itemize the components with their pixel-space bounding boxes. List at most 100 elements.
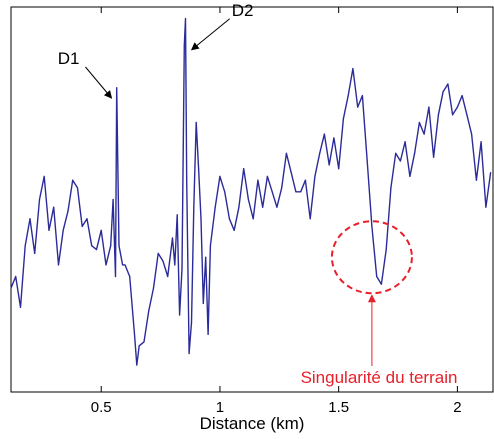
data-point: [81, 225, 83, 228]
data-point: [352, 68, 354, 70]
data-point: [197, 168, 200, 170]
data-point: [181, 268, 183, 270]
data-point: [233, 229, 235, 231]
data-point: [418, 121, 420, 124]
x-tick-label: 1.5: [328, 399, 349, 416]
annotation-arrow-d1: [85, 66, 113, 99]
data-point: [48, 229, 50, 231]
data-point: [205, 256, 207, 258]
data-point: [116, 87, 118, 89]
data-point: [243, 168, 245, 170]
data-point: [100, 229, 102, 231]
plot-frame: [10, 6, 494, 393]
highlight-circle: [330, 220, 413, 295]
x-tick-label: 2: [453, 399, 461, 416]
data-point: [490, 171, 492, 174]
data-point: [157, 252, 159, 254]
data-point: [266, 175, 269, 177]
data-point: [188, 352, 190, 355]
highlight-label: Singularité du terrain: [301, 368, 458, 387]
data-point: [118, 245, 120, 247]
data-point: [357, 106, 359, 108]
data-point: [43, 175, 45, 177]
data-point: [178, 314, 181, 316]
data-point: [86, 218, 88, 220]
data-point: [347, 94, 349, 97]
data-point: [207, 333, 209, 335]
data-point: [428, 106, 430, 108]
data-point: [262, 206, 264, 208]
data-point: [183, 44, 185, 47]
data-point: [195, 121, 197, 124]
data-point: [238, 206, 240, 208]
data-point: [452, 114, 454, 116]
data-point: [414, 152, 416, 154]
data-point: [371, 225, 373, 228]
data-point: [390, 187, 392, 189]
data-point: [342, 118, 345, 120]
data-point: [136, 364, 138, 366]
data-point: [409, 175, 411, 177]
data-point: [19, 306, 22, 308]
data-point: [110, 245, 112, 247]
data-point: [209, 245, 212, 247]
data-point: [76, 187, 79, 189]
data-point: [423, 133, 425, 135]
annotation-label-d1: D1: [58, 49, 80, 68]
data-point: [95, 248, 98, 251]
data-point: [214, 206, 216, 208]
data-point: [67, 210, 69, 212]
data-point: [300, 191, 302, 193]
data-point: [480, 141, 482, 143]
data-point: [433, 156, 435, 158]
data-point: [290, 171, 292, 174]
data-point: [366, 160, 368, 162]
data-point: [148, 310, 150, 312]
series-line: [10, 17, 492, 366]
data-point: [257, 179, 259, 181]
data-point: [186, 179, 188, 181]
data-point: [138, 345, 140, 347]
data-point: [162, 260, 164, 262]
annotation-arrow-d2: [190, 18, 231, 51]
data-point: [184, 17, 187, 20]
data-point: [323, 133, 326, 135]
data-point: [399, 160, 401, 162]
data-point: [202, 302, 204, 305]
data-point: [174, 264, 176, 266]
annotation-layer: D1 D2 Singularité du terrain: [58, 1, 458, 387]
data-point: [24, 245, 26, 247]
data-point: [466, 114, 468, 116]
x-tick-label: 1: [216, 399, 224, 416]
data-point: [129, 275, 131, 278]
data-point: [114, 275, 117, 278]
data-point: [112, 198, 114, 201]
data-point: [53, 206, 55, 208]
data-point: [271, 191, 273, 193]
x-axis-ticks: 0.5 1 1.5 2: [91, 7, 462, 416]
data-point: [247, 198, 250, 201]
data-point: [475, 179, 477, 181]
data-point: [252, 218, 254, 220]
data-point: [143, 341, 145, 343]
data-point: [309, 218, 311, 220]
data-point: [72, 179, 74, 181]
data-point: [34, 252, 36, 254]
data-point: [91, 245, 93, 247]
data-point: [219, 175, 221, 177]
data-point: [176, 214, 178, 216]
data-point: [281, 187, 283, 189]
data-point: [152, 287, 155, 289]
data-point: [456, 106, 458, 108]
data-point: [105, 264, 107, 266]
data-point: [376, 275, 378, 278]
data-point: [395, 152, 397, 154]
data-point: [190, 322, 193, 324]
data-point: [133, 333, 136, 335]
data-point: [15, 275, 17, 278]
data-point: [314, 175, 316, 177]
data-point: [171, 237, 174, 239]
data-point: [461, 94, 463, 97]
data-point: [193, 206, 195, 208]
data-point: [224, 191, 226, 193]
